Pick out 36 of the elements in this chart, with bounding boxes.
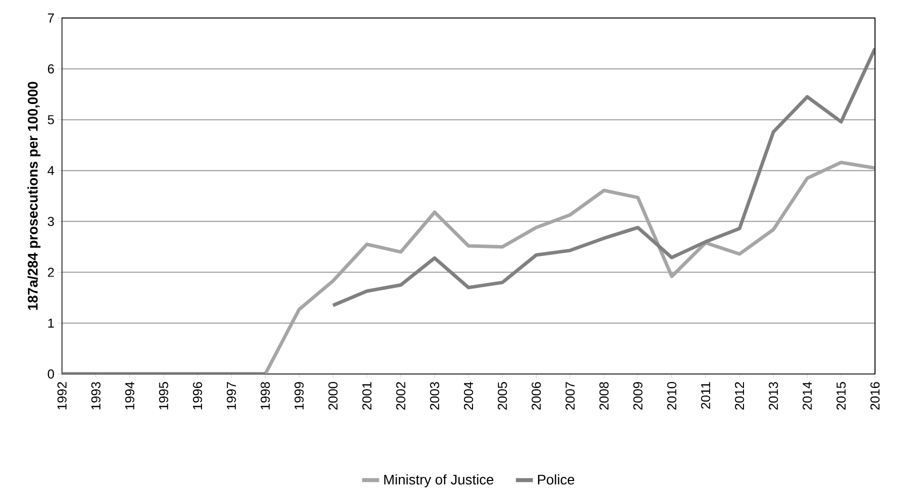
y-tick-label: 5 [48, 115, 54, 124]
x-tick-label: 2006 [532, 382, 541, 410]
x-tick-label: 1995 [159, 382, 168, 410]
x-tick-label: 2014 [802, 382, 812, 410]
x-tick-label: 2003 [430, 382, 440, 410]
x-tick-label: 2001 [362, 382, 372, 410]
y-tick-label: 6 [48, 64, 54, 74]
y-tick-label: 0 [48, 369, 54, 379]
legend-label: Police [538, 474, 574, 485]
y-tick-label: 3 [48, 216, 54, 226]
x-tick-label: 1996 [192, 382, 202, 410]
x-tick-label: 2010 [667, 382, 676, 410]
x-tick-label: 2012 [734, 382, 744, 410]
x-tick-label: 2007 [566, 382, 575, 410]
x-tick-label: 2008 [599, 382, 609, 410]
x-tick-label: 2000 [328, 382, 338, 410]
y-tick-label: 2 [48, 268, 54, 277]
x-tick-label: 2009 [633, 382, 642, 410]
x-tick-label: 2016 [870, 382, 880, 410]
x-tick-label: 1999 [294, 382, 304, 410]
y-axis-title: 187a/284 prosecutions per 100,000 [27, 82, 40, 310]
x-tick-label: 2011 [701, 382, 710, 409]
y-tick-label: 4 [48, 166, 54, 176]
x-tick-label: 2013 [768, 382, 778, 410]
legend-label: Ministry of Justice [384, 474, 494, 488]
x-tick-label: 2004 [464, 382, 474, 410]
y-tick-label: 1 [48, 318, 54, 328]
x-tick-label: 2002 [396, 382, 406, 410]
y-tick-label: 7 [48, 14, 54, 22]
x-tick-label: 1998 [260, 382, 270, 410]
x-tick-label: 2015 [836, 382, 846, 410]
x-tick-label: 1997 [226, 382, 236, 410]
x-tick-label: 1992 [57, 382, 67, 410]
x-tick-label: 1994 [125, 382, 134, 410]
x-tick-label: 1993 [91, 382, 100, 410]
x-tick-label: 2005 [498, 382, 507, 410]
